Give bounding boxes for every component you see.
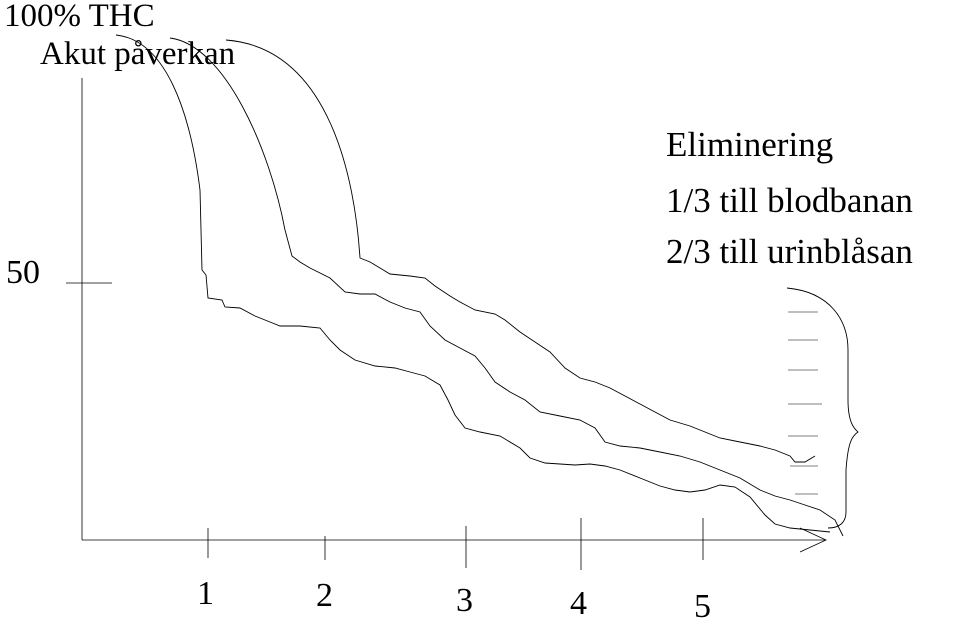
x-axis-arrowhead (799, 527, 827, 553)
x-tick-label-4: 4 (570, 585, 587, 622)
x-tick-label-3: 3 (456, 582, 473, 619)
thc-curve-3 (225, 39, 816, 463)
title-100-thc: 100% THC (4, 0, 155, 34)
x-tick-label-5: 5 (694, 588, 711, 625)
y-mark-label-50: 50 (6, 254, 40, 291)
thc-curve-1 (115, 34, 831, 533)
urine-outline (786, 287, 859, 529)
x-tick-label-2: 2 (316, 577, 333, 614)
thc-curve-2 (169, 37, 844, 537)
elimination-heading: Eliminering (666, 125, 834, 164)
title-acute-effect: Akut påverkan (40, 36, 236, 72)
urine-level-marks (788, 311, 822, 495)
x-tick-label-1: 1 (197, 575, 214, 612)
elimination-blood-line: 1/3 till blodbanan (666, 181, 913, 220)
elimination-urine-line: 2/3 till urinblåsan (666, 232, 913, 271)
